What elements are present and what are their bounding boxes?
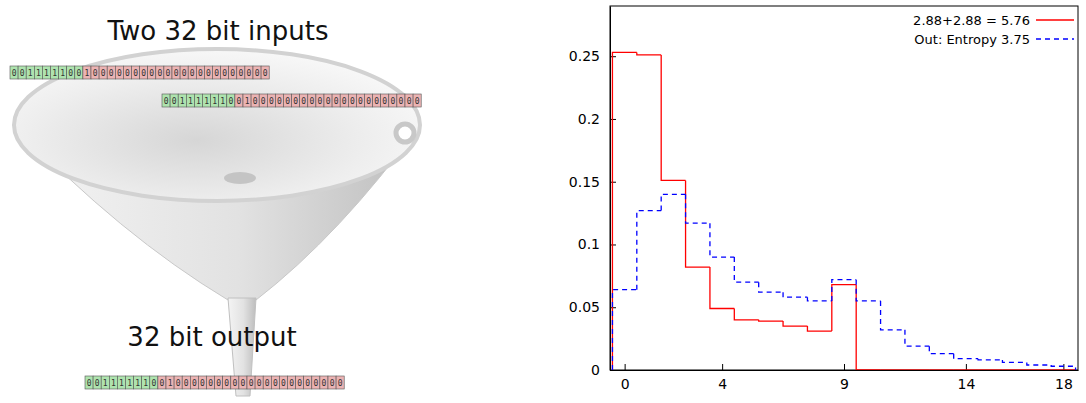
legend: 2.88+2.88 = 5.76 Out: Entropy 3.75 bbox=[913, 13, 1074, 47]
plot-frame bbox=[610, 6, 1078, 370]
tick-mark bbox=[844, 364, 845, 370]
histogram-step bbox=[710, 223, 734, 257]
histogram-step bbox=[759, 282, 783, 292]
series bbox=[612, 52, 1075, 370]
bits-red: 10000000000000000000000 bbox=[85, 69, 268, 78]
histogram-step bbox=[661, 55, 685, 181]
tick: 0.25 bbox=[569, 48, 616, 64]
bits-red: 01000000000000000000000 bbox=[237, 97, 420, 106]
bit-string: 00111110010000000000000000000000 bbox=[10, 66, 269, 79]
legend-label: Out: Entropy 3.75 bbox=[914, 32, 1030, 47]
axis-line bbox=[610, 7, 611, 371]
histogram-step bbox=[686, 194, 710, 223]
output-title: 32 bit output bbox=[127, 322, 296, 352]
funnel-handle bbox=[396, 124, 414, 142]
histogram-step bbox=[905, 330, 929, 346]
tick-label: 18 bbox=[1055, 376, 1073, 392]
y-axis: 0 0.05 0.1 0.15 0.2 0.25 bbox=[569, 7, 616, 378]
histogram-step bbox=[710, 267, 734, 308]
tick: 0.2 bbox=[578, 111, 616, 127]
x-axis: 0 4 9 14 18 bbox=[611, 364, 1079, 392]
histogram-step bbox=[686, 180, 710, 267]
histogram-step bbox=[734, 257, 758, 282]
tick-label: 0.1 bbox=[578, 236, 600, 252]
histogram-step bbox=[1051, 365, 1075, 370]
funnel-hole bbox=[224, 172, 256, 184]
histogram-step bbox=[978, 369, 1002, 370]
bit-string: 00111111001000000000000000000000 bbox=[85, 376, 344, 389]
histogram-step bbox=[1002, 369, 1026, 370]
tick-mark bbox=[1063, 364, 1064, 370]
funnel-rim bbox=[14, 49, 420, 201]
histogram-step bbox=[905, 369, 929, 370]
histogram-step bbox=[1027, 369, 1051, 370]
histogram-step bbox=[881, 369, 905, 370]
bit-string: 00111111001000000000000000000000 bbox=[162, 94, 421, 107]
histogram-step bbox=[929, 369, 953, 370]
plot-marks bbox=[612, 52, 1075, 370]
tick: 0.05 bbox=[569, 299, 616, 315]
histogram-step bbox=[734, 308, 758, 319]
histogram-step bbox=[1051, 369, 1075, 370]
input-title: Two 32 bit inputs bbox=[107, 16, 329, 46]
tick-mark bbox=[610, 370, 616, 371]
histogram-step bbox=[856, 285, 880, 370]
series bbox=[612, 194, 1075, 370]
tick: 4 bbox=[718, 364, 727, 392]
histogram-step bbox=[783, 321, 807, 326]
tick-label: 0 bbox=[591, 362, 600, 378]
histogram-step bbox=[612, 52, 636, 370]
histogram-step bbox=[929, 346, 953, 354]
histogram-step bbox=[1027, 362, 1051, 365]
tick-mark bbox=[722, 364, 723, 370]
bits-green: 001111100 bbox=[12, 69, 82, 78]
histogram-step bbox=[637, 52, 661, 55]
histogram-step bbox=[661, 194, 685, 210]
tick: 0.15 bbox=[569, 174, 616, 190]
axis-line bbox=[611, 370, 1079, 371]
histogram-step bbox=[856, 280, 880, 301]
histogram-step bbox=[807, 297, 831, 301]
bits-green: 001111110 bbox=[87, 379, 157, 388]
legend-swatch bbox=[1036, 19, 1074, 20]
tick-label: 0.2 bbox=[578, 111, 600, 127]
tick: 0 bbox=[621, 364, 630, 392]
histogram-step bbox=[954, 369, 978, 370]
histogram-step bbox=[832, 280, 856, 301]
legend-label: 2.88+2.88 = 5.76 bbox=[913, 13, 1030, 28]
tick-label: 4 bbox=[718, 376, 727, 392]
histogram-step bbox=[978, 359, 1002, 360]
tick-label: 0.15 bbox=[569, 174, 600, 190]
histogram-step bbox=[783, 292, 807, 297]
tick-mark bbox=[625, 364, 626, 370]
histogram-step bbox=[612, 290, 636, 370]
histogram-step bbox=[954, 354, 978, 359]
legend-swatch bbox=[1036, 38, 1074, 39]
tick-mark bbox=[966, 364, 967, 370]
tick: 0.1 bbox=[578, 236, 616, 252]
tick-label: 0.25 bbox=[569, 48, 600, 64]
histogram-step bbox=[759, 320, 783, 321]
tick-label: 14 bbox=[957, 376, 975, 392]
tick: 18 bbox=[1055, 364, 1073, 392]
bits-red: 01000000000000000000000 bbox=[160, 379, 343, 388]
histogram-step bbox=[807, 326, 831, 331]
tick-label: 9 bbox=[840, 376, 849, 392]
histogram-step bbox=[637, 211, 661, 290]
tick: 9 bbox=[840, 364, 849, 392]
histogram-step bbox=[832, 285, 856, 331]
histogram-step bbox=[1002, 360, 1026, 363]
bits-green: 001111110 bbox=[164, 97, 234, 106]
tick-label: 0 bbox=[621, 376, 630, 392]
tick-label: 0.05 bbox=[569, 299, 600, 315]
histogram-step bbox=[881, 301, 905, 330]
tick: 14 bbox=[957, 364, 975, 392]
funnel bbox=[14, 49, 420, 396]
page: Two 32 bit inputs32 bit output0011111001… bbox=[0, 0, 1086, 403]
